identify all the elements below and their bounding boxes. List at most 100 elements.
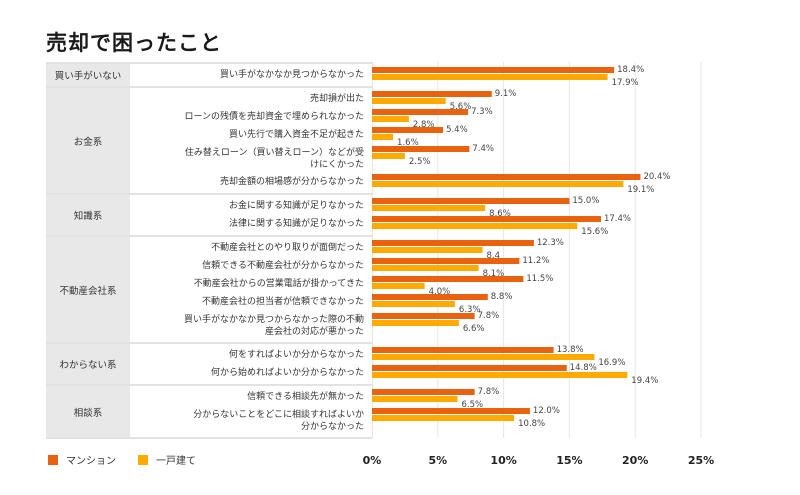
- item-row: お金に関する知識が足りなかった: [130, 197, 372, 215]
- bar-mansion: [372, 276, 524, 282]
- category-label: 相談系: [46, 386, 130, 437]
- item-label-line: 何をすればよいか分からなかった: [228, 350, 364, 360]
- item-row: 買い先行で購入資金不足が起きた: [130, 126, 372, 144]
- value-label-house: 15.6%: [581, 227, 608, 237]
- value-label-house: 8.6%: [489, 209, 511, 219]
- value-label-mansion: 20.4%: [643, 172, 670, 182]
- item-label-line: 買い手がなかなか見つからなかった: [219, 70, 364, 80]
- bar-house: [372, 283, 425, 289]
- value-label-house: 19.1%: [627, 185, 654, 195]
- value-label-mansion: 13.8%: [557, 345, 584, 355]
- bar-mansion: [372, 389, 475, 395]
- value-label-house: 4.0%: [429, 287, 451, 297]
- item-label-line: けにくかった: [310, 159, 364, 170]
- category-label: 知識系: [46, 195, 130, 235]
- item-label-line: 売却金額の相場感が分からなかった: [219, 177, 364, 187]
- item-label-line: お金に関する知識が足りなかった: [228, 201, 364, 211]
- x-tick-label: 15%: [556, 454, 582, 467]
- legend-item-house: 一戸建て: [138, 452, 196, 467]
- legend-label-mansion: マンション: [66, 456, 116, 467]
- item-list: 何をすればよいか分からなかった何から始めればよいか分からなかった: [130, 344, 372, 384]
- item-row: 分からないことをどこに相談すればよいか 分からなかった: [130, 406, 372, 435]
- value-label-house: 1.6%: [397, 138, 419, 148]
- item-label: 不動産会社の担当者が信頼できなかった: [202, 296, 364, 308]
- item-row: 買い手がなかなか見つからなかった: [130, 66, 372, 84]
- item-label: 法律に関する知識が足りなかった: [229, 218, 364, 230]
- bar-house: [372, 265, 479, 271]
- item-label-line: 不動産会社とのやり取りが面倒だった: [211, 243, 364, 253]
- item-row: 法律に関する知識が足りなかった: [130, 215, 372, 233]
- bar-mansion: [372, 146, 470, 152]
- value-label-mansion: 11.5%: [526, 274, 553, 284]
- value-label-mansion: 18.4%: [617, 65, 644, 75]
- item-label: 信頼できる相談先が無かった: [247, 391, 364, 403]
- legend: マンション 一戸建て: [48, 452, 218, 467]
- value-label-house: 6.3%: [459, 305, 481, 315]
- bar-mansion: [372, 216, 601, 222]
- bar-mansion: [372, 198, 570, 204]
- value-label-house: 2.5%: [409, 157, 431, 167]
- item-label-line: 信頼できる不動産会社が分からなかった: [202, 261, 364, 271]
- value-label-mansion: 7.8%: [478, 311, 500, 321]
- item-row: 信頼できる相談先が無かった: [130, 388, 372, 406]
- x-tick-label: 25%: [688, 454, 714, 467]
- bar-house: [372, 153, 405, 159]
- item-label-line: ローンの残債を売却資金で埋められなかった: [184, 112, 364, 122]
- item-row: 売却金額の相場感が分からなかった: [130, 173, 372, 191]
- item-row: 信頼できる不動産会社が分からなかった: [130, 257, 372, 275]
- value-label-house: 8.1%: [483, 269, 505, 279]
- item-label: 買い手がなかなか見つからなかった: [220, 69, 364, 81]
- item-label: 何をすればよいか分からなかった: [229, 349, 364, 361]
- bar-mansion: [372, 347, 554, 353]
- bar-house: [372, 396, 458, 402]
- value-label-mansion: 9.1%: [495, 89, 517, 99]
- value-label-mansion: 8.8%: [491, 292, 513, 302]
- value-label-mansion: 14.8%: [570, 363, 597, 373]
- item-label: 何から始めればよいか分からなかった: [211, 367, 364, 379]
- item-list: 不動産会社とのやり取りが面倒だった 信頼できる不動産会社が分からなかった 不動産会社…: [130, 237, 372, 342]
- legend-item-mansion: マンション: [48, 452, 116, 467]
- item-label-line: 何から始めればよいか分からなかった: [210, 368, 364, 378]
- value-label-mansion: 15.0%: [572, 196, 599, 206]
- item-label-line: 産会社の対応が悪かった: [264, 326, 364, 337]
- value-label-mansion: 7.3%: [471, 107, 493, 117]
- value-label-house: 6.5%: [462, 400, 484, 410]
- bar-house: [372, 74, 608, 80]
- value-label-house: 17.9%: [612, 78, 639, 88]
- item-row: 不動産会社の担当者が信頼できなかった: [130, 293, 372, 311]
- category-label: お金系: [46, 88, 130, 193]
- bar-house: [372, 181, 624, 187]
- value-label-house: 2.8%: [413, 120, 435, 130]
- value-label-mansion: 12.3%: [537, 238, 564, 248]
- item-label-line: 分からなかった: [300, 421, 364, 432]
- item-label-line: 買い先行で購入資金不足が起きた: [228, 130, 364, 140]
- x-tick-label: 10%: [490, 454, 516, 467]
- bar-mansion: [372, 240, 534, 246]
- legend-swatch-mansion: [48, 454, 58, 465]
- bar-house: [372, 116, 409, 122]
- item-label-line: 不動産会社からの営業電話が掛かってきた: [193, 279, 364, 289]
- item-label: 信頼できる不動産会社が分からなかった: [202, 260, 364, 272]
- value-label-mansion: 17.4%: [604, 214, 631, 224]
- x-tick-label: 0%: [363, 454, 382, 467]
- item-row: 不動産会社とのやり取りが面倒だった: [130, 239, 372, 257]
- bar-mansion: [372, 258, 520, 264]
- bar-house: [372, 205, 486, 211]
- item-label-line: 売却損が出た: [309, 94, 364, 104]
- category-label: 不動産会社系: [46, 237, 130, 342]
- bar-house: [372, 320, 459, 326]
- item-row: 何をすればよいか分からなかった: [130, 346, 372, 364]
- item-label: 不動産会社からの営業電話が掛かってきた: [194, 278, 364, 290]
- item-list: 売却損が出たローンの残債を売却資金で埋められなかった買い先行で購入資金不足が起き…: [130, 88, 372, 193]
- item-label: 買い手がなかなか見つからなかった際の不動 産会社の対応が悪かった: [184, 314, 364, 338]
- bar-mansion: [372, 67, 615, 73]
- category-group: お金系 売却損が出た ローンの残債を売却資金で埋められなかった 買い先行で購入資金不足…: [46, 86, 372, 193]
- value-label-house: 5.6%: [450, 102, 472, 112]
- item-label: 分からないことをどこに相談すればよいか 分からなかった: [193, 409, 364, 433]
- value-label-mansion: 5.4%: [446, 125, 468, 135]
- value-label-house: 10.8%: [518, 419, 545, 429]
- item-label-line: 住み替えローン（買い替えローン）などが受: [184, 147, 364, 158]
- bar-mansion: [372, 127, 444, 133]
- item-list: 信頼できる相談先が無かった分からないことをどこに相談すればよいか 分からなかった: [130, 386, 372, 437]
- x-tick-label: 5%: [428, 454, 447, 467]
